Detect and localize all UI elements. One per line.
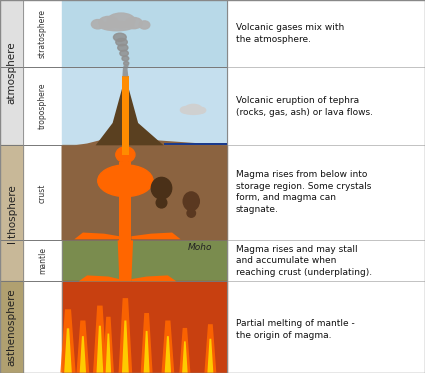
Ellipse shape <box>91 20 104 29</box>
Polygon shape <box>74 232 181 239</box>
Polygon shape <box>204 324 216 373</box>
Text: stratosphere: stratosphere <box>38 9 47 58</box>
Polygon shape <box>141 313 153 373</box>
Text: Volcanic eruption of tephra
(rocks, gas, ash) or lava flows.: Volcanic eruption of tephra (rocks, gas,… <box>236 96 373 117</box>
Text: troposphere: troposphere <box>38 83 47 129</box>
Polygon shape <box>144 331 150 373</box>
Bar <box>0 0 23 146</box>
Ellipse shape <box>116 147 135 162</box>
Polygon shape <box>119 298 132 373</box>
Bar <box>227 0 425 373</box>
Ellipse shape <box>118 44 128 51</box>
Polygon shape <box>93 306 107 373</box>
Text: Magma rises and may stall
and accumulate when
reaching crust (underplating).: Magma rises and may stall and accumulate… <box>236 244 372 277</box>
Ellipse shape <box>120 50 128 56</box>
Polygon shape <box>164 143 227 146</box>
Ellipse shape <box>116 38 127 46</box>
Ellipse shape <box>100 21 134 31</box>
Polygon shape <box>182 341 187 373</box>
Text: lithosphere: lithosphere <box>7 184 17 243</box>
Polygon shape <box>164 336 171 373</box>
Polygon shape <box>64 328 72 373</box>
Text: atmosphere: atmosphere <box>7 41 17 104</box>
Polygon shape <box>96 326 103 373</box>
Bar <box>62 240 227 281</box>
Polygon shape <box>119 194 131 281</box>
Ellipse shape <box>185 105 202 113</box>
Text: Moho: Moho <box>188 243 212 252</box>
Ellipse shape <box>122 56 129 61</box>
Polygon shape <box>119 162 131 181</box>
Polygon shape <box>62 129 227 240</box>
Bar <box>0 281 23 373</box>
Ellipse shape <box>180 106 191 113</box>
Text: Partial melting of mantle -
the origin of magma.: Partial melting of mantle - the origin o… <box>236 319 354 340</box>
Polygon shape <box>207 339 213 373</box>
Ellipse shape <box>98 165 153 197</box>
Polygon shape <box>79 275 176 281</box>
Bar <box>62 281 227 373</box>
Polygon shape <box>76 320 89 373</box>
Polygon shape <box>162 320 174 373</box>
Ellipse shape <box>156 197 167 208</box>
Ellipse shape <box>139 21 150 29</box>
Text: Magma rises from below into
storage region. Some crystals
form, and magma can
st: Magma rises from below into storage regi… <box>236 170 371 214</box>
Ellipse shape <box>151 177 172 199</box>
Bar <box>62 67 227 146</box>
Polygon shape <box>118 240 133 281</box>
Polygon shape <box>105 334 111 373</box>
Text: mantle: mantle <box>38 247 47 274</box>
Polygon shape <box>122 76 129 155</box>
Polygon shape <box>66 76 223 146</box>
Ellipse shape <box>125 18 142 29</box>
Text: crust: crust <box>38 183 47 203</box>
Polygon shape <box>122 65 129 76</box>
Polygon shape <box>60 309 76 373</box>
Polygon shape <box>179 328 190 373</box>
Bar <box>0 146 23 281</box>
Text: asthenosphere: asthenosphere <box>7 288 17 366</box>
Polygon shape <box>122 320 129 373</box>
Ellipse shape <box>183 192 199 211</box>
Polygon shape <box>79 336 86 373</box>
Bar <box>62 146 227 240</box>
Ellipse shape <box>187 209 196 217</box>
Polygon shape <box>103 317 114 373</box>
Ellipse shape <box>99 17 118 28</box>
Text: Volcanic gases mix with
the atmosphere.: Volcanic gases mix with the atmosphere. <box>236 23 344 44</box>
Ellipse shape <box>196 107 206 113</box>
Ellipse shape <box>113 33 126 41</box>
Ellipse shape <box>183 109 204 114</box>
Ellipse shape <box>107 13 135 28</box>
Bar <box>62 0 227 67</box>
Ellipse shape <box>124 62 129 65</box>
